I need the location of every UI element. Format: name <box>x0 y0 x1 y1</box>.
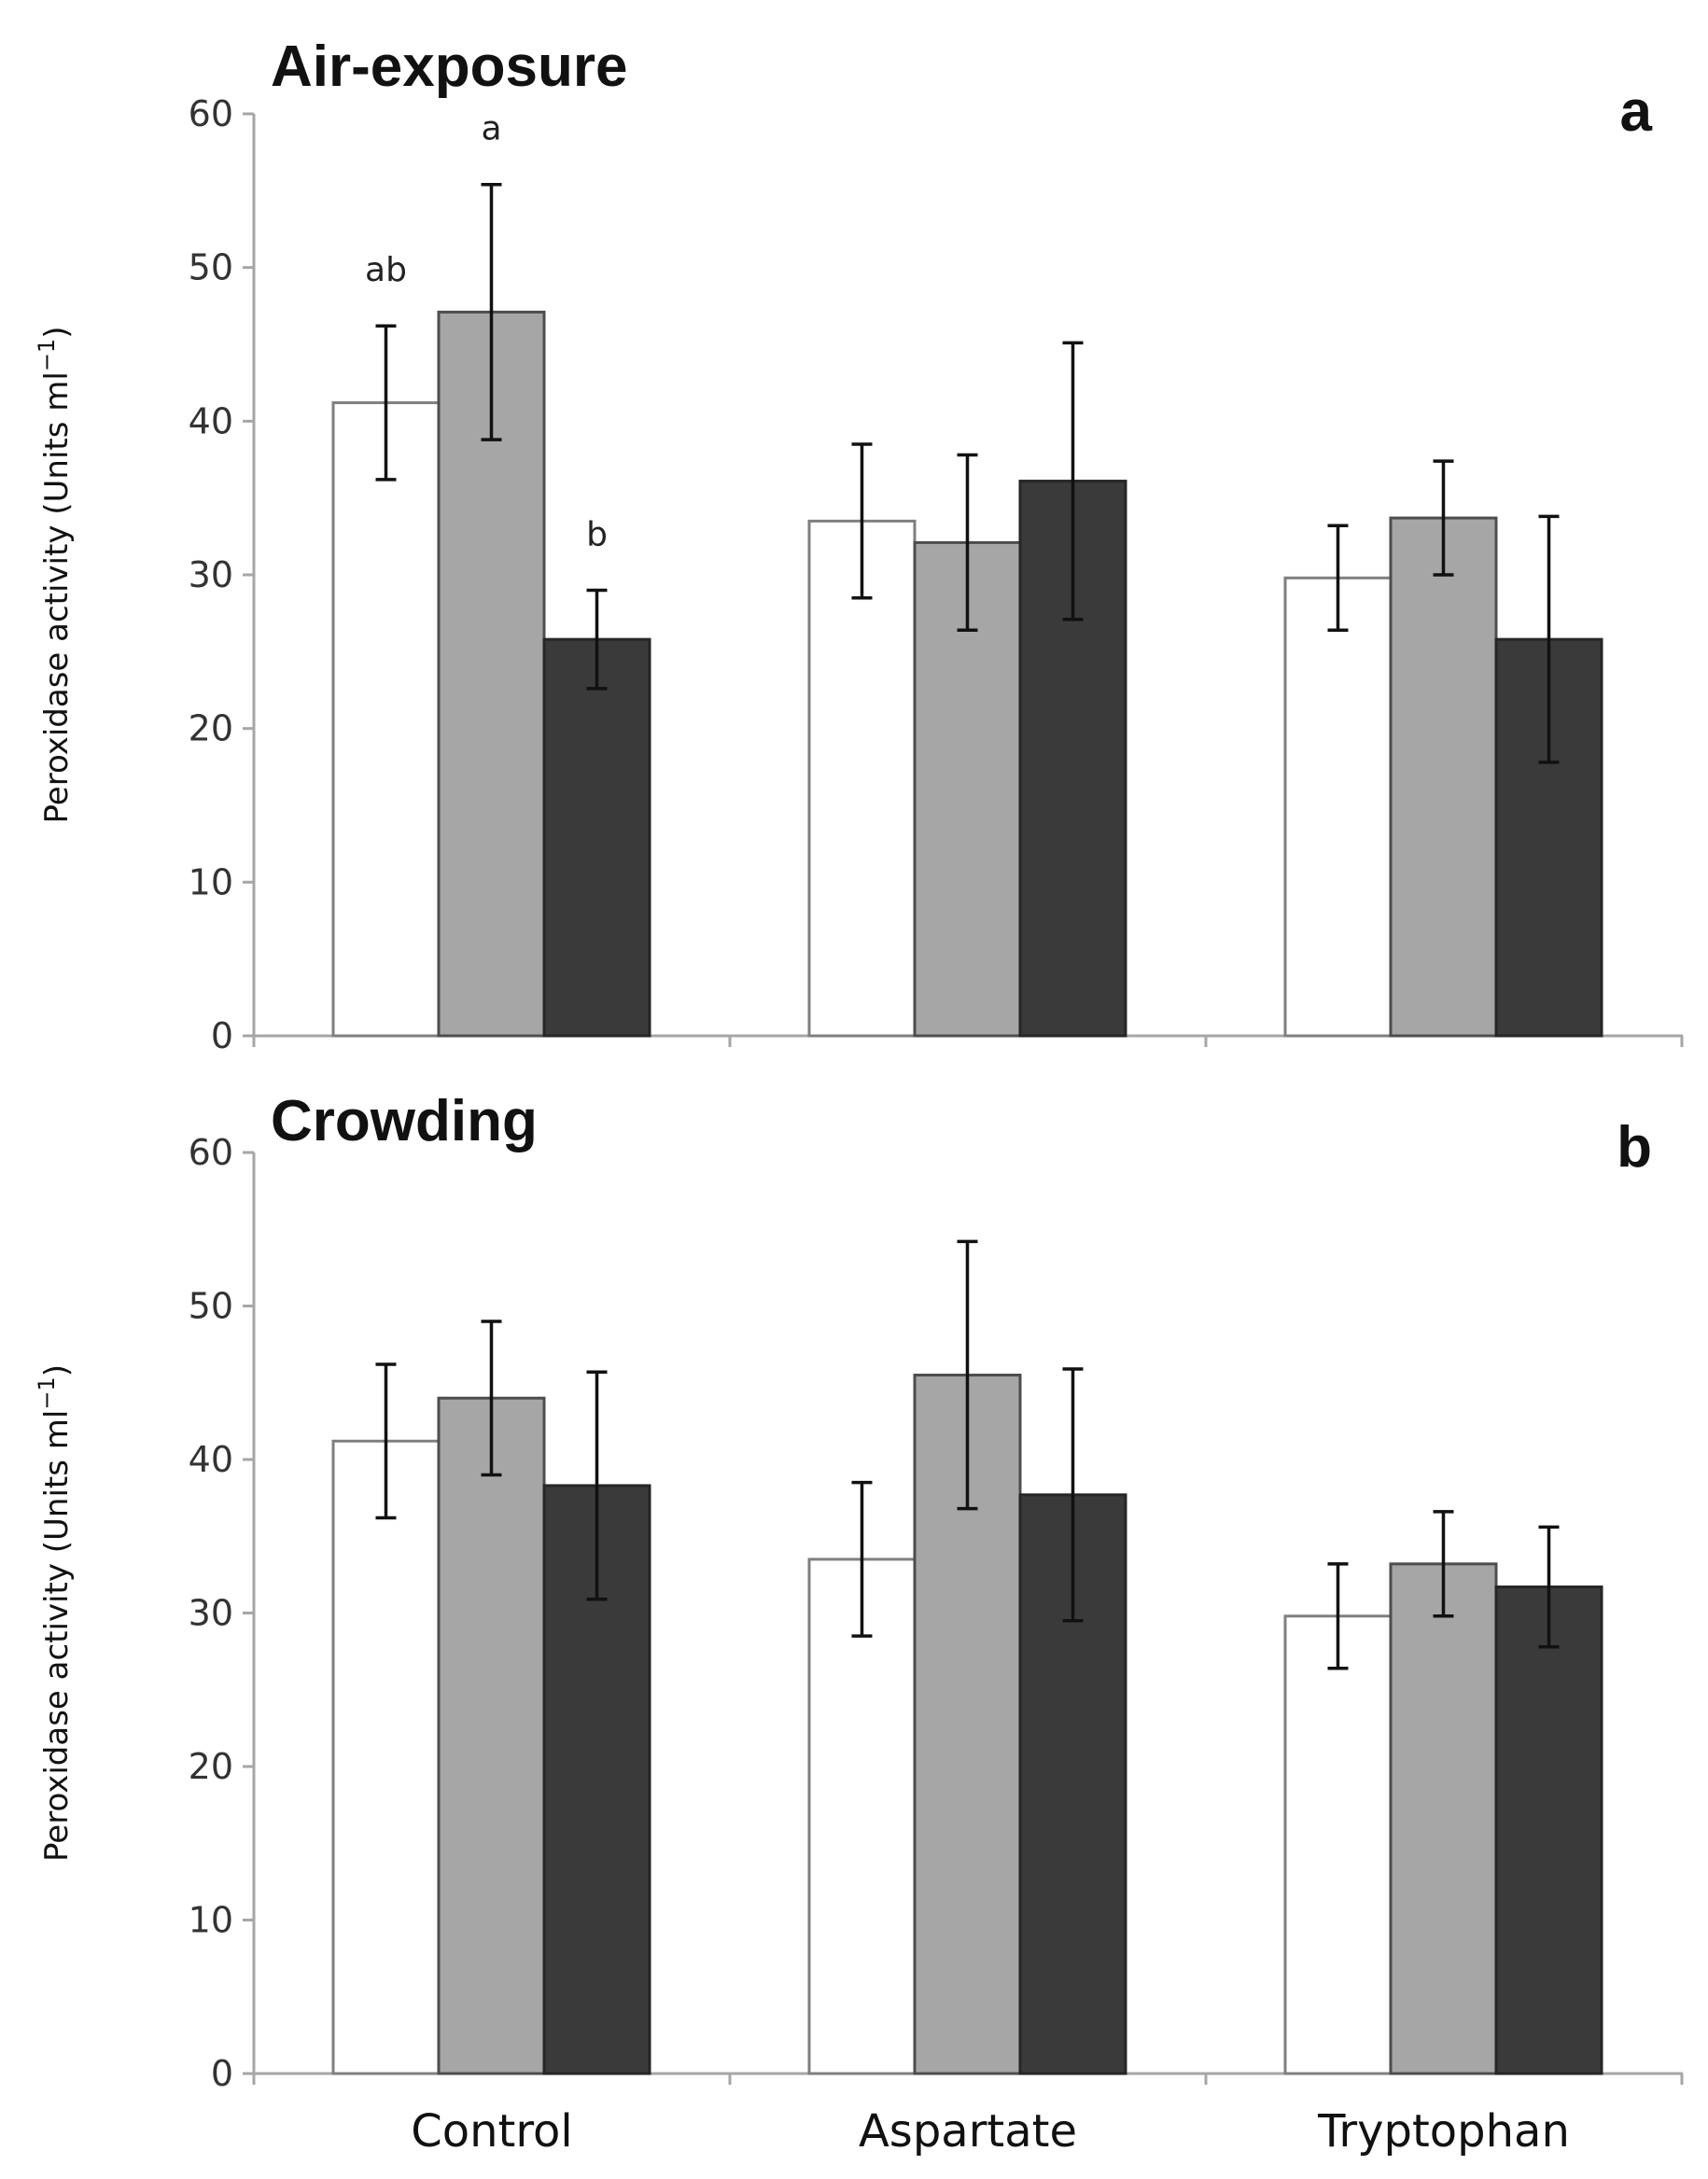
bar-control-2 <box>437 1396 546 2075</box>
panel-title: Air-exposure <box>271 35 627 99</box>
category-label: Aspartate <box>859 2105 1077 2158</box>
chart-panel-b: Crowding b 0 10 20 30 40 50 60 Control Aspartate Tr… <box>34 1089 1684 2158</box>
y-tick-label: 50 <box>189 1286 233 1327</box>
bar-tryptophan-1 <box>1283 1614 1393 2075</box>
bar-aspartate-1 <box>807 519 917 1038</box>
y-axis-label: Peroxidase activity (Units ml−1) <box>34 1364 76 1862</box>
bar-control-2 <box>437 310 546 1038</box>
y-tick-label: 40 <box>189 400 233 441</box>
y-tick-label: 20 <box>189 708 233 749</box>
panel-letter: a <box>1620 79 1653 144</box>
y-tick-label: 10 <box>189 1900 233 1941</box>
y-axis-label-superscript: −1 <box>34 339 60 371</box>
y-tick-label: 60 <box>189 1132 233 1173</box>
category-label: Tryptophan <box>1317 2105 1570 2158</box>
y-axis-label-superscript: −1 <box>34 1376 60 1409</box>
bar-control-1 <box>331 401 441 1038</box>
y-tick-label: 40 <box>189 1439 233 1480</box>
y-tick-label: 20 <box>189 1746 233 1787</box>
bar-tryptophan-2 <box>1389 1562 1498 2075</box>
y-tick-label: 50 <box>189 247 233 288</box>
bar-control-3 <box>542 637 651 1038</box>
y-tick-label: 0 <box>211 2053 233 2094</box>
y-tick-label: 30 <box>189 554 233 595</box>
bar-tryptophan-3 <box>1494 1585 1603 2075</box>
y-axis-label-text: Peroxidase activity (Units ml <box>38 1410 76 1862</box>
y-axis-label-text: Peroxidase activity (Units ml <box>38 371 76 823</box>
panel-letter: b <box>1617 1115 1652 1180</box>
panel-title: Crowding <box>271 1089 538 1153</box>
bar-tryptophan-1 <box>1283 576 1393 1038</box>
significance-label: ab <box>365 251 407 289</box>
significance-label: a <box>481 110 501 148</box>
y-tick-label: 30 <box>189 1593 233 1634</box>
y-axis-label-close: ) <box>38 327 76 339</box>
y-tick-label: 0 <box>211 1015 233 1056</box>
y-tick-label: 10 <box>189 861 233 902</box>
y-axis-label: Peroxidase activity (Units ml−1) <box>34 327 76 824</box>
significance-label: b <box>586 515 608 553</box>
y-axis-label-close: ) <box>38 1364 76 1376</box>
chart-panel-a: Air-exposurea0102030405060ababPeroxidase… <box>34 35 1684 1056</box>
bar-tryptophan-2 <box>1389 516 1498 1038</box>
bar-control-1 <box>331 1439 441 2075</box>
category-label: Control <box>411 2105 573 2158</box>
y-tick-label: 60 <box>189 93 233 134</box>
